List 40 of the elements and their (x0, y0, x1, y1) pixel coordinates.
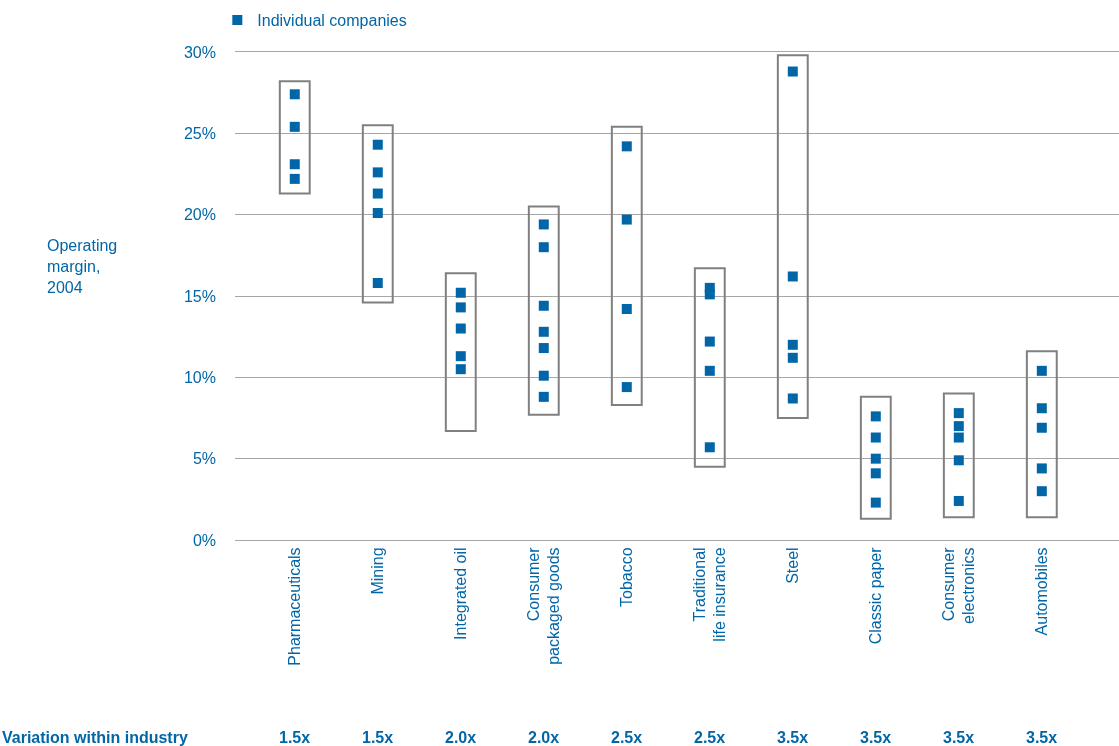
bar (278, 80, 311, 195)
y-tick-label: 10% (183, 368, 216, 386)
y-tick-label: 15% (183, 287, 216, 305)
y-tick-label: 0% (192, 531, 216, 549)
text: 3.5x (1026, 729, 1058, 746)
text: 2.5x (611, 729, 643, 746)
x-tick-label: Automobiles (1033, 547, 1051, 636)
text: 1.5x (279, 729, 311, 746)
bar (1025, 350, 1058, 519)
y-tick-label: 5% (192, 450, 216, 468)
x-tick-label: Classic paper (867, 546, 884, 645)
x-tick-label: Integrated oil (451, 547, 469, 640)
y-axis-title: Operating margin, 2004 (47, 237, 118, 296)
y-tick-label: 30% (183, 43, 216, 61)
x-tick-label: Tobacco (617, 547, 635, 607)
x-tick-label: Steel (783, 547, 801, 584)
text: 2.0x (445, 729, 477, 746)
bar (527, 205, 560, 416)
y-tick-label: 25% (183, 124, 216, 142)
bar (776, 54, 809, 419)
text: 3.5x (860, 729, 892, 746)
bar (444, 272, 477, 433)
x-tick-label: Traditional life insurance (690, 547, 729, 642)
text: 2.0x (528, 729, 560, 746)
x-tick-label: Consumer electronics (939, 546, 978, 624)
bar (859, 395, 892, 520)
bar (361, 124, 394, 304)
text: Variation within industry (2, 729, 188, 746)
text: 1.5x (362, 729, 394, 746)
bar (693, 267, 726, 468)
legend-label: Individual companies (257, 12, 407, 30)
x-tick-label: Consumer packaged goods (524, 546, 563, 665)
text: 2.5x (694, 729, 726, 746)
x-tick-label: Pharmaceuticals (285, 547, 303, 666)
y-tick-label: 20% (183, 206, 216, 224)
text: 3.5x (943, 729, 975, 746)
bar (942, 392, 975, 519)
text: 3.5x (777, 729, 809, 746)
bar (610, 125, 643, 406)
x-tick-label: Mining (368, 547, 386, 595)
